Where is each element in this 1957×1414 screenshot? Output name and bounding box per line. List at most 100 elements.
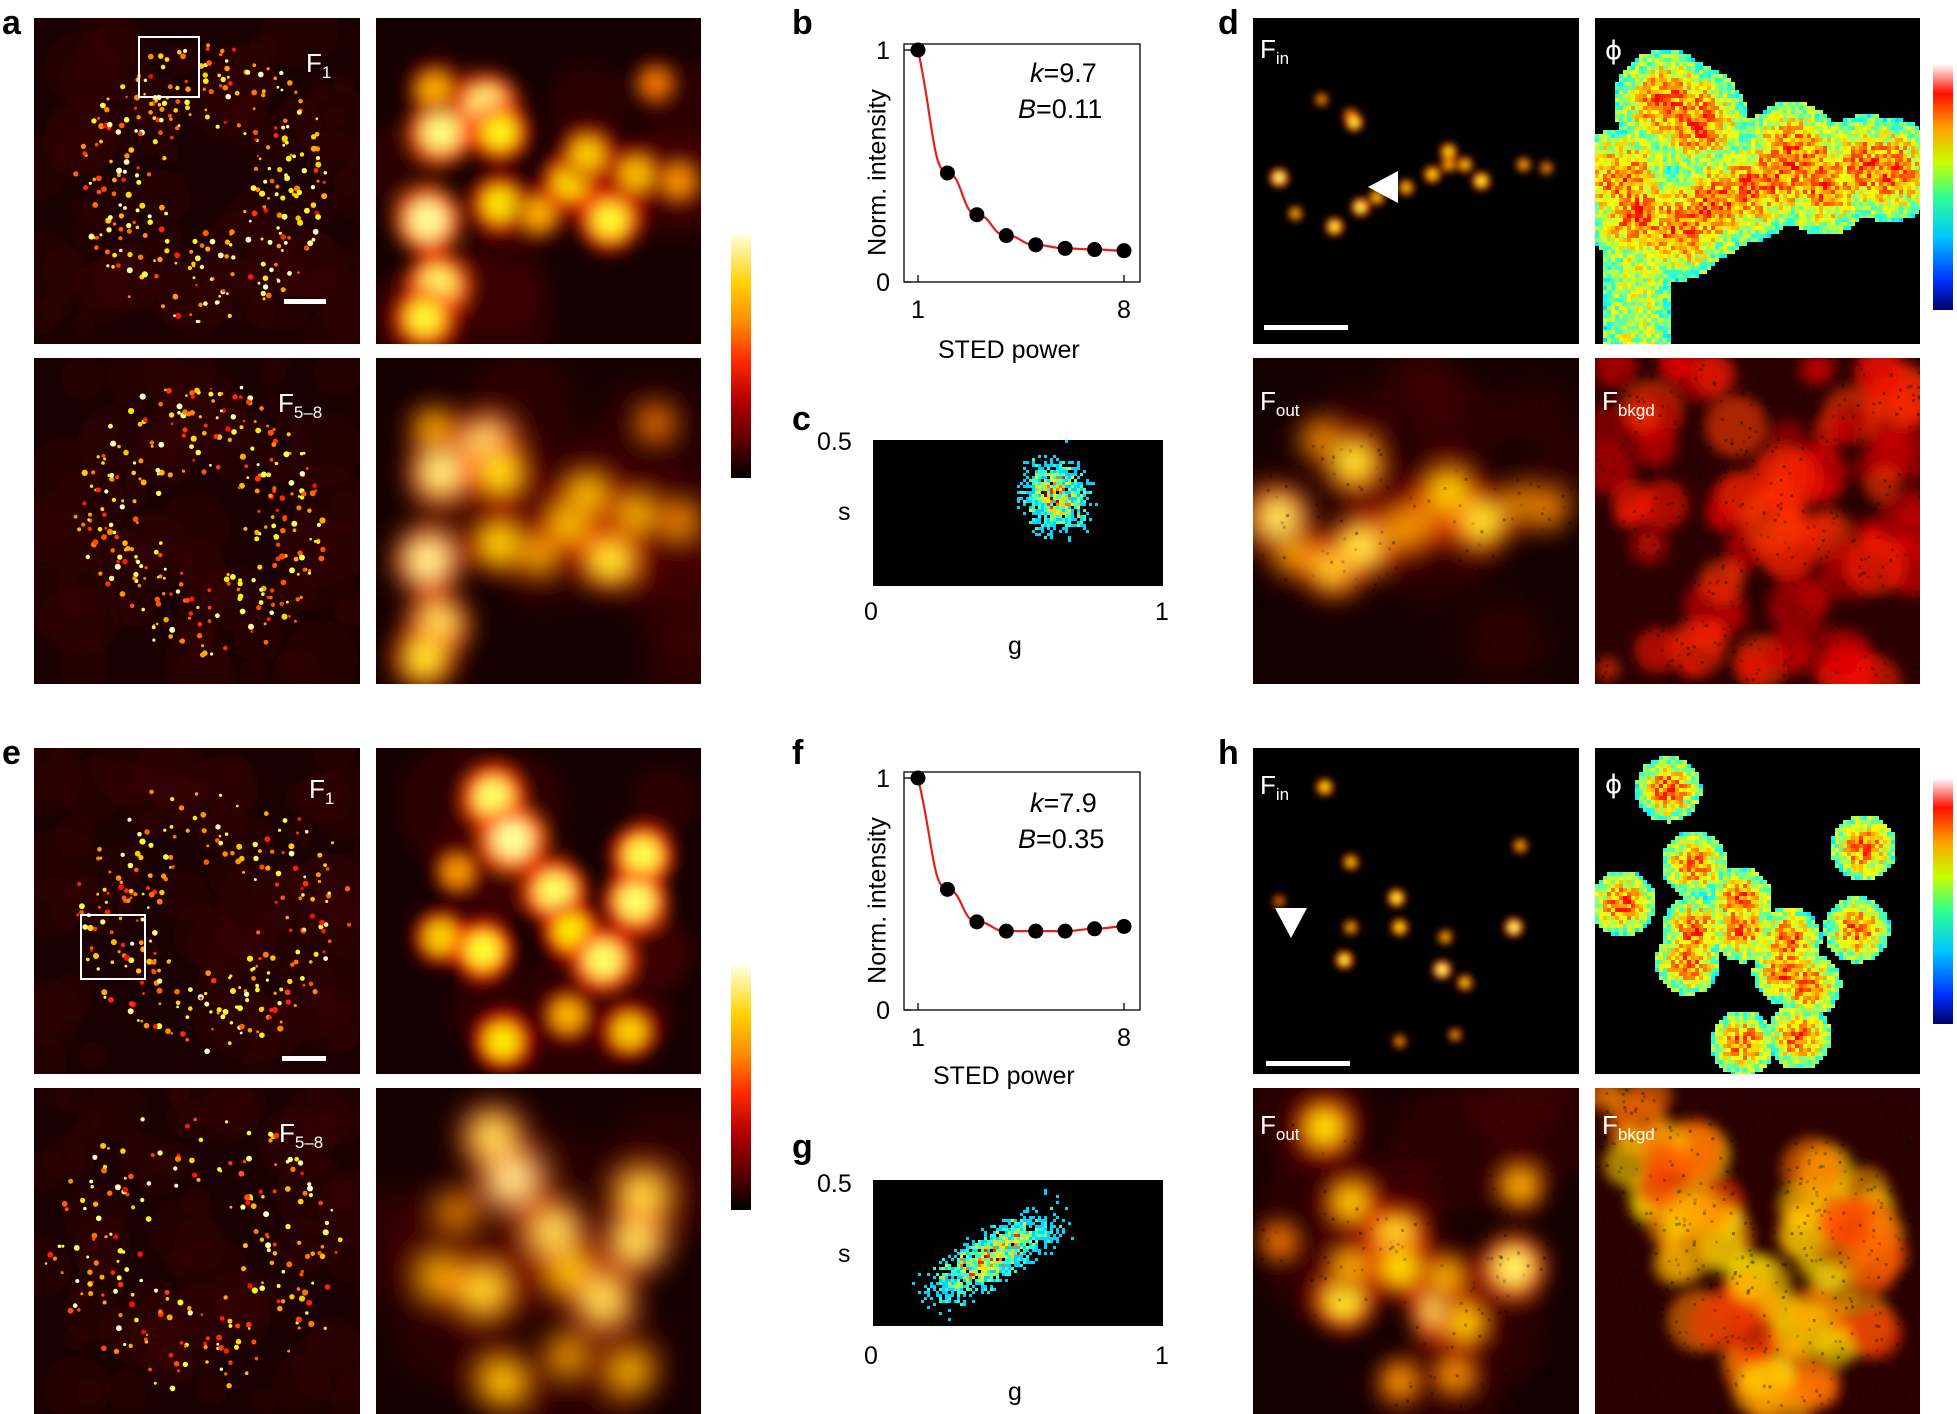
phi-pixel (1843, 182, 1847, 186)
phi-pixel (1751, 150, 1755, 154)
phi-pixel (1723, 126, 1727, 130)
phi-pixel (1791, 106, 1795, 110)
phi-pixel (1611, 342, 1615, 344)
phi-pixel (1803, 182, 1807, 186)
phi-pixel (1607, 290, 1611, 294)
phi-pixel (1663, 62, 1667, 66)
phi-pixel (1603, 198, 1607, 202)
phi-pixel (1895, 170, 1899, 174)
punctum (257, 509, 261, 513)
phi-pixel (1727, 86, 1731, 90)
punctum (116, 263, 121, 268)
phi-pixel (1715, 158, 1719, 162)
haze (45, 93, 122, 170)
phi-pixel (1775, 222, 1779, 226)
phi-pixel (1663, 202, 1667, 206)
phi-pixel (1659, 342, 1663, 344)
phi-pixel (1639, 142, 1643, 146)
phi-pixel (1875, 206, 1879, 210)
phi-pixel (1643, 306, 1647, 310)
phi-pixel (1667, 146, 1671, 150)
noise (1570, 487, 1574, 491)
phi-pixel (1607, 230, 1611, 234)
punctum (276, 212, 283, 218)
noise (1295, 411, 1299, 415)
noise (1519, 503, 1523, 507)
phi-pixel (1635, 194, 1639, 198)
phi-pixel (1695, 138, 1699, 142)
phi-pixel (1683, 122, 1687, 126)
phi-pixel (1647, 178, 1651, 182)
phi-pixel (1615, 134, 1619, 138)
phi-pixel (1895, 138, 1899, 142)
phi-pixel (1827, 186, 1831, 190)
phasor-bin (1035, 485, 1038, 488)
punctum (126, 223, 132, 229)
phi-pixel (1631, 238, 1635, 242)
phi-pixel (1651, 58, 1655, 62)
phi-pixel (1735, 170, 1739, 174)
phi-pixel (1835, 150, 1839, 154)
phi-pixel (1863, 162, 1867, 166)
phi-pixel (1719, 102, 1723, 106)
phi-pixel (1803, 110, 1807, 114)
punctum (184, 79, 188, 84)
phasor-bin (1062, 485, 1065, 488)
phi-pixel (1811, 202, 1815, 206)
phi-pixel (1731, 178, 1735, 182)
phi-pixel (1667, 174, 1671, 178)
phi-pixel (1703, 166, 1707, 170)
punctum (185, 105, 190, 111)
phi-pixel (1647, 166, 1651, 170)
phi-pixel (1683, 62, 1687, 66)
punctum (175, 125, 180, 131)
punctum (102, 512, 107, 517)
phi-pixel (1675, 218, 1679, 222)
phi-pixel (1839, 222, 1843, 226)
phi-pixel (1755, 118, 1759, 122)
phi-pixel (1623, 286, 1627, 290)
phi-pixel (1919, 162, 1920, 166)
phi-pixel (1787, 158, 1791, 162)
phi-pixel (1663, 254, 1667, 258)
phasor-bin (1065, 476, 1068, 479)
phasor-bin (1050, 524, 1053, 527)
phasor-bin (1065, 503, 1068, 506)
phi-pixel (1787, 162, 1791, 166)
haze (323, 105, 345, 127)
punctum (116, 173, 121, 178)
phi-pixel (1875, 134, 1879, 138)
phi-pixel (1639, 326, 1643, 330)
phi-pixel (1747, 182, 1751, 186)
noise (1452, 400, 1456, 404)
punctum (159, 204, 165, 211)
phi-pixel (1687, 158, 1691, 162)
phi-pixel (1651, 142, 1655, 146)
phi-pixel (1599, 162, 1603, 166)
phi-pixel (1659, 126, 1663, 130)
phi-pixel (1655, 174, 1659, 178)
phi-pixel (1675, 190, 1679, 194)
phi-pixel (1635, 62, 1639, 66)
phi-pixel (1747, 222, 1751, 226)
phi-pixel (1675, 142, 1679, 146)
phi-pixel (1639, 242, 1643, 246)
phi-pixel (1679, 62, 1683, 66)
phi-pixel (1723, 158, 1727, 162)
phi-pixel (1779, 110, 1783, 114)
phi-pixel (1811, 222, 1815, 226)
haze (188, 285, 228, 325)
phi-pixel (1667, 170, 1671, 174)
phasor-bin (1044, 500, 1047, 503)
phi-pixel (1711, 114, 1715, 118)
phasor-bin (1068, 512, 1071, 515)
punctum (91, 470, 96, 475)
phi-pixel (1763, 162, 1767, 166)
phi-pixel (1655, 222, 1659, 226)
haze (307, 79, 331, 102)
phi-pixel (1891, 150, 1895, 154)
phi-pixel (1775, 166, 1779, 170)
phi-pixel (1851, 186, 1855, 190)
phi-pixel (1643, 238, 1647, 242)
phi-pixel (1619, 278, 1623, 282)
